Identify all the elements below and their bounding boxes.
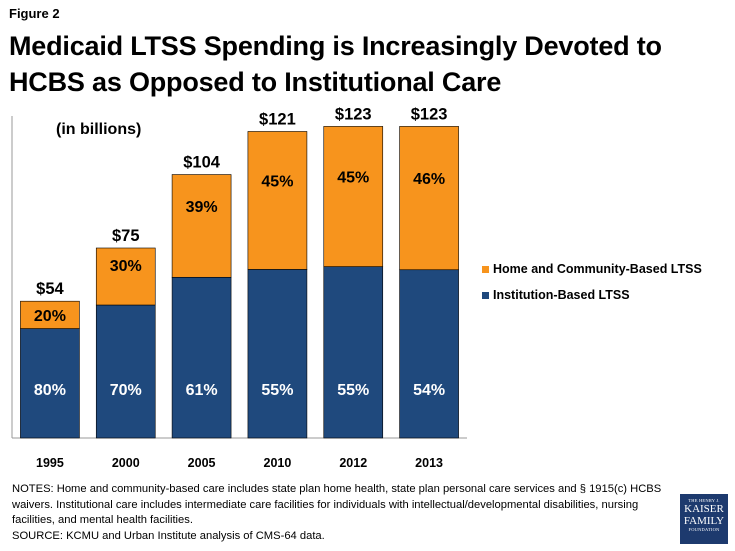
total-label-2005: $104 [183,154,221,172]
bar-hcbs-2005 [171,174,232,278]
legend: Home and Community-Based LTSS Institutio… [482,262,702,314]
bar-institution-2010 [247,269,308,439]
total-label-2012: $123 [335,105,372,123]
x-tick-2012: 2012 [339,456,367,470]
label-hcbs-2005: 39% [186,199,218,216]
logo-line2: KAISER [684,503,724,515]
legend-item-hcbs: Home and Community-Based LTSS [482,262,702,276]
legend-swatch-hcbs [482,265,489,273]
bar-institution-1995 [20,328,80,439]
legend-label-hcbs: Home and Community-Based LTSS [493,262,702,276]
bar-institution-2012 [323,266,384,439]
label-hcbs-2012: 45% [337,170,369,187]
legend-item-institution: Institution-Based LTSS [482,288,702,302]
x-tick-1995: 1995 [36,456,64,470]
logo-line1: THE HENRY J. [688,498,720,503]
logo-line3: FAMILY [683,515,725,527]
label-hcbs-2013: 46% [413,171,445,188]
unit-label: (in billions) [56,121,142,138]
x-tick-2000: 2000 [112,456,140,470]
label-institution-2013: 54% [413,382,445,399]
x-tick-2005: 2005 [188,456,216,470]
total-label-2010: $121 [259,110,296,128]
label-hcbs-2000: 30% [110,258,142,275]
figure-label: Figure 2 [9,6,60,21]
label-hcbs-1995: 20% [34,308,66,325]
label-hcbs-2010: 45% [261,173,293,190]
bar-hcbs-1995 [20,300,80,329]
bar-hcbs-2000 [95,247,156,306]
legend-label-institution: Institution-Based LTSS [493,288,630,302]
bar-institution-2013 [399,269,459,439]
label-institution-2012: 55% [337,382,369,399]
stacked-bar-chart: 80% 20% $54 1995 70% 30% $75 2000 61% 39% $104 2005… [11,105,467,470]
bar-hcbs-2010 [247,131,308,270]
chart-title: Medicaid LTSS Spending is Increasingly D… [9,31,662,97]
logo-line4: FOUNDATION [688,527,720,532]
notes-block: NOTES: Home and community-based care inc… [12,482,672,544]
bar-institution-2005 [171,276,232,439]
total-label-2000: $75 [112,227,140,245]
bar-institution-2000 [95,304,156,439]
legend-swatch-institution [482,291,489,299]
bar-hcbs-2012 [323,126,384,267]
source-text: SOURCE: KCMU and Urban Institute analysi… [12,529,325,542]
x-tick-2010: 2010 [264,456,292,470]
x-tick-2013: 2013 [415,456,443,470]
label-institution-2005: 61% [186,382,218,399]
total-label-2013: $123 [411,105,448,123]
notes-text: NOTES: Home and community-based care inc… [12,483,662,526]
label-institution-2010: 55% [261,382,293,399]
total-label-1995: $54 [36,280,64,298]
kff-logo: THE HENRY J. KAISER FAMILY FOUNDATION [680,494,728,544]
label-institution-1995: 80% [34,382,66,399]
bar-hcbs-2013 [399,126,459,271]
label-institution-2000: 70% [110,382,142,399]
